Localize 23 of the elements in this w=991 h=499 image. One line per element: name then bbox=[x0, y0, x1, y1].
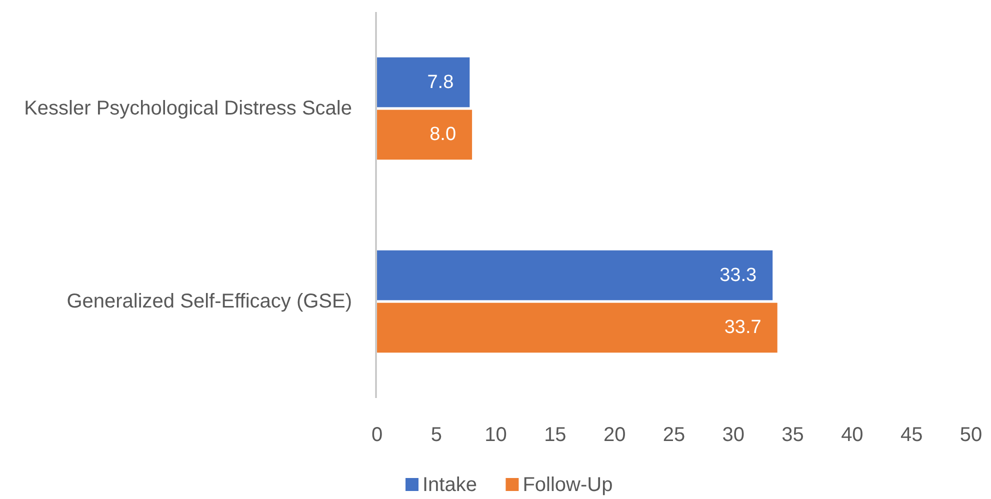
x-tick-label: 45 bbox=[900, 424, 923, 446]
x-tick-label: 25 bbox=[662, 424, 686, 446]
x-tick-label: 15 bbox=[544, 424, 566, 446]
legend-label: Intake bbox=[422, 474, 477, 496]
x-tick-label: 5 bbox=[430, 424, 442, 446]
data-label: 33.7 bbox=[724, 317, 762, 338]
x-tick-label: 50 bbox=[960, 424, 982, 446]
y-tick-label: Kessler Psychological Distress Scale bbox=[24, 98, 352, 120]
legend-label: Follow-Up bbox=[522, 474, 613, 496]
x-tick-label: 30 bbox=[722, 424, 745, 446]
x-tick-label: 20 bbox=[603, 424, 626, 446]
data-label: 8.0 bbox=[430, 124, 456, 146]
data-label: 33.3 bbox=[720, 264, 757, 286]
bar bbox=[377, 110, 472, 160]
bar bbox=[377, 302, 778, 353]
bar bbox=[377, 57, 470, 108]
x-tick-label: 40 bbox=[841, 424, 864, 446]
x-tick-label: 35 bbox=[782, 424, 804, 446]
x-tick-label: 0 bbox=[371, 424, 383, 446]
x-tick-label: 10 bbox=[484, 424, 507, 446]
bar bbox=[377, 250, 773, 300]
data-label: 7.8 bbox=[427, 72, 454, 93]
y-tick-label: Generalized Self-Efficacy (GSE) bbox=[66, 290, 352, 312]
